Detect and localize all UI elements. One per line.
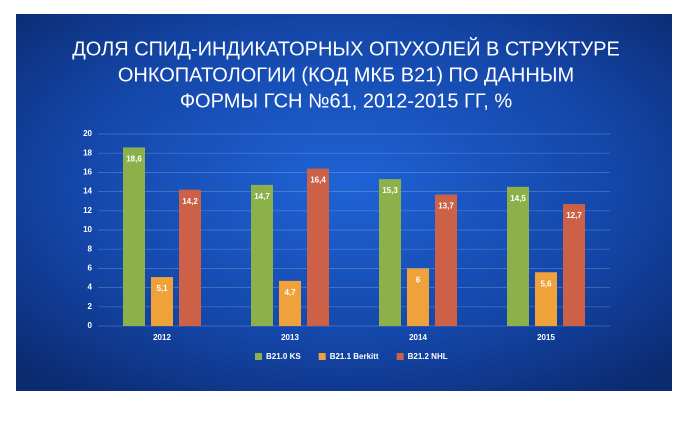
chart-title: ФОРМЫ ГСН №61, 2012-2015 ГГ, %	[180, 90, 513, 112]
value-label: 12,7	[566, 211, 582, 220]
x-tick-label: 2013	[281, 333, 299, 342]
y-tick-label: 6	[88, 264, 93, 273]
value-label: 18,6	[126, 155, 142, 164]
y-tick-label: 0	[88, 321, 93, 330]
legend-swatch	[255, 353, 262, 360]
y-tick-label: 14	[83, 187, 92, 196]
chart-title: ОНКОПАТОЛОГИИ (КОД МКБ В21) ПО ДАННЫМ	[118, 64, 574, 86]
y-tick-label: 20	[83, 129, 92, 138]
bar	[435, 194, 457, 326]
bar	[535, 272, 557, 326]
value-label: 14,5	[510, 194, 526, 203]
legend-label: B21.2 NHL	[408, 352, 448, 361]
legend-label: B21.1 Berkitt	[330, 352, 379, 361]
bar	[251, 184, 273, 326]
y-tick-label: 4	[88, 283, 93, 292]
y-tick-label: 12	[83, 206, 92, 215]
y-tick-label: 2	[88, 302, 93, 311]
y-tick-label: 8	[88, 244, 93, 253]
bar	[307, 168, 329, 326]
value-label: 14,7	[254, 192, 270, 201]
value-label: 13,7	[438, 202, 454, 211]
legend-swatch	[318, 353, 326, 360]
chart-title: ДОЛЯ СПИД-ИНДИКАТОРНЫХ ОПУХОЛЕЙ В СТРУКТ…	[72, 36, 620, 60]
value-label: 14,2	[182, 197, 198, 206]
value-label: 16,4	[310, 176, 326, 185]
x-tick-label: 2012	[153, 333, 171, 342]
value-label: 15,3	[382, 186, 398, 195]
value-label: 5,6	[540, 279, 552, 288]
y-tick-label: 10	[83, 225, 92, 234]
legend-swatch	[396, 353, 404, 360]
x-tick-label: 2014	[409, 333, 427, 342]
bar	[407, 268, 429, 326]
bar	[563, 204, 585, 326]
y-tick-label: 18	[83, 148, 92, 157]
bar	[379, 179, 401, 326]
value-label: 5,1	[156, 284, 168, 293]
bar	[151, 277, 173, 326]
value-label: 4,7	[284, 288, 296, 297]
bar	[507, 186, 529, 326]
bar	[279, 280, 301, 326]
value-label: 6	[416, 276, 421, 285]
x-tick-label: 2015	[537, 333, 555, 342]
bar	[179, 189, 201, 326]
bar	[123, 147, 145, 326]
legend-label: B21.0 KS	[266, 352, 301, 361]
y-tick-label: 16	[83, 168, 92, 177]
